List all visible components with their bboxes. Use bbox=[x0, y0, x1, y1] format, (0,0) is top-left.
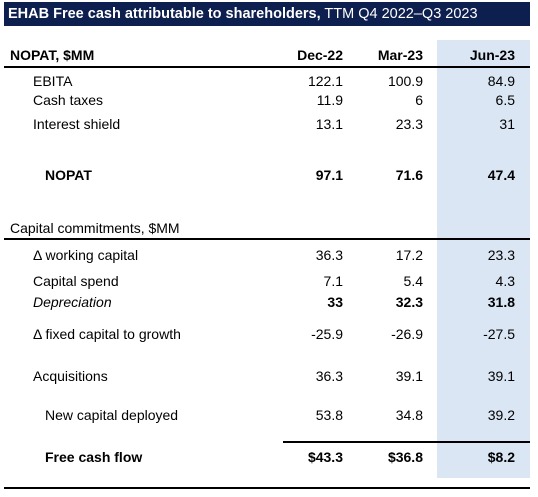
cell-value: 7.1 bbox=[323, 273, 343, 289]
row-label: Depreciation bbox=[33, 294, 112, 310]
cell-value: 39.1 bbox=[395, 368, 423, 384]
cell-value: 122.1 bbox=[307, 73, 343, 89]
cell-value: 100.9 bbox=[387, 73, 423, 89]
cell-value: 23.3 bbox=[395, 116, 423, 132]
cell-value: $36.8 bbox=[387, 449, 423, 465]
cell-value: 36.3 bbox=[315, 368, 343, 384]
row-label: Interest shield bbox=[33, 116, 121, 132]
cell-value: 31 bbox=[499, 116, 515, 132]
cell-value: 53.8 bbox=[315, 407, 343, 423]
cell-value: 71.6 bbox=[395, 167, 423, 183]
cell-value: 97.1 bbox=[315, 167, 343, 183]
cell-value: 11.9 bbox=[316, 92, 343, 108]
cell-value: 32.3 bbox=[395, 294, 423, 310]
row-label: Capital spend bbox=[33, 273, 119, 289]
cell-value: 4.3 bbox=[495, 273, 515, 289]
column-header: Jun-23 bbox=[469, 47, 515, 63]
cell-value: $8.2 bbox=[487, 449, 515, 465]
cell-value: 17.2 bbox=[395, 247, 423, 263]
cell-value: $43.3 bbox=[307, 449, 343, 465]
cell-value: 36.3 bbox=[315, 247, 343, 263]
header-label: NOPAT, $MM bbox=[10, 47, 95, 63]
cell-value: 39.2 bbox=[487, 407, 515, 423]
column-header: Mar-23 bbox=[377, 47, 423, 63]
cell-value: 13.1 bbox=[315, 116, 343, 132]
cell-value: 6.5 bbox=[495, 92, 515, 108]
title-bold: EHAB Free cash attributable to sharehold… bbox=[8, 6, 321, 22]
column-header: Dec-22 bbox=[297, 47, 343, 63]
cell-value: 47.4 bbox=[487, 167, 515, 183]
cell-value: -27.5 bbox=[483, 326, 515, 342]
cell-value: 39.1 bbox=[487, 368, 515, 384]
row-label: Free cash flow bbox=[45, 449, 143, 465]
row-label: EBITA bbox=[33, 73, 73, 89]
row-label: NOPAT bbox=[45, 167, 92, 183]
row-label: Δ fixed capital to growth bbox=[33, 326, 181, 342]
title-rest: TTM Q4 2022–Q3 2023 bbox=[324, 6, 478, 22]
cell-value: 6 bbox=[415, 92, 423, 108]
row-label: Cash taxes bbox=[33, 92, 104, 108]
column-highlight bbox=[437, 40, 530, 478]
rule bbox=[283, 441, 530, 443]
rule bbox=[4, 487, 530, 489]
title: EHAB Free cash attributable to sharehold… bbox=[4, 2, 530, 26]
row-label: Δ working capital bbox=[33, 247, 139, 263]
cell-value: 34.8 bbox=[395, 407, 423, 423]
cell-value: 23.3 bbox=[487, 247, 515, 263]
cell-value: 31.8 bbox=[487, 294, 515, 310]
cell-value: 84.9 bbox=[487, 73, 515, 89]
rule bbox=[4, 238, 530, 240]
cell-value: 5.4 bbox=[403, 273, 423, 289]
row-label: Acquisitions bbox=[33, 368, 108, 384]
section-label: Capital commitments, $MM bbox=[10, 220, 180, 236]
row-label: New capital deployed bbox=[45, 407, 179, 423]
cell-value: -26.9 bbox=[391, 326, 423, 342]
cell-value: -25.9 bbox=[311, 326, 343, 342]
cell-value: 33 bbox=[327, 294, 343, 310]
rule bbox=[4, 66, 530, 68]
